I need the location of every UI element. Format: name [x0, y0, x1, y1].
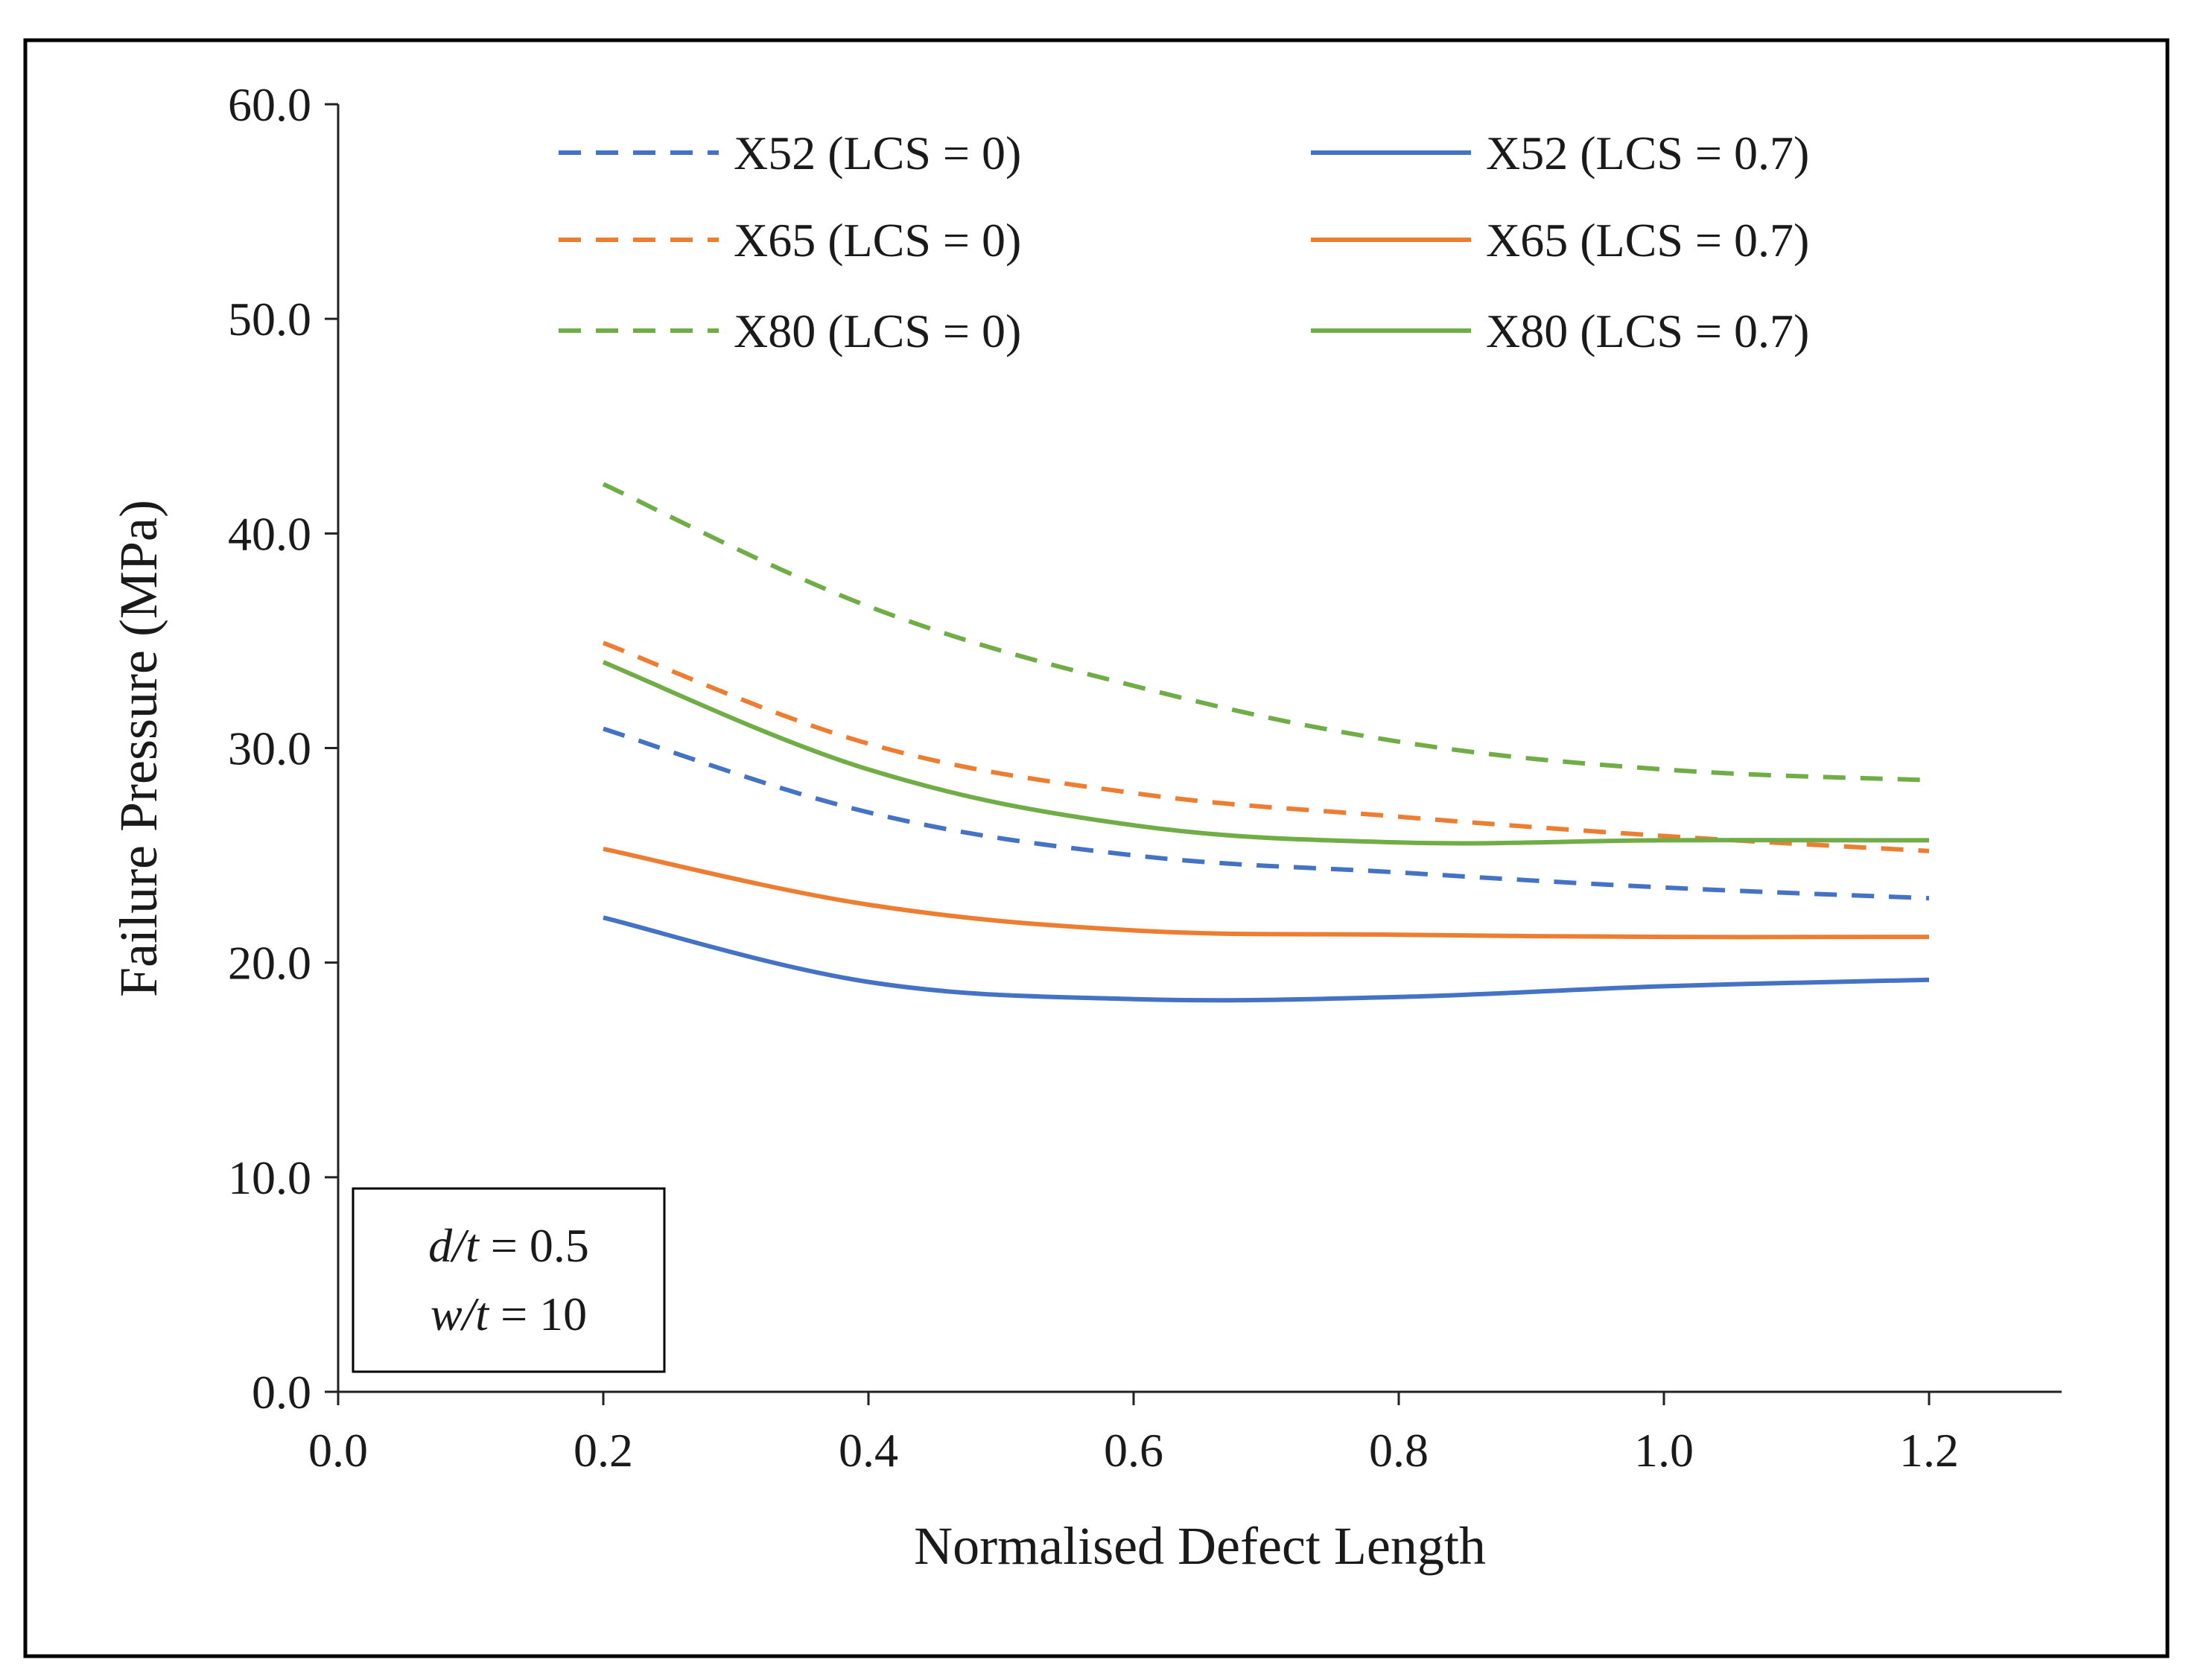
series-layer: [602, 482, 1930, 1003]
series-line-x52-lcs-0: [603, 726, 1930, 901]
x-tick-label: 0.6: [1104, 1424, 1163, 1477]
x-axis-title: Normalised Defect Length: [914, 1516, 1486, 1576]
annotation-line-wt: w/t = 10: [431, 1288, 587, 1340]
y-tick-label: 0.0: [252, 1366, 311, 1419]
annotation-box: d/t = 0.5 w/t = 10: [352, 1187, 666, 1373]
x-tick-label: 0.0: [308, 1424, 368, 1477]
legend-label-x80-lcs-0: X80 (LCS = 0): [734, 305, 1021, 357]
y-axis-title: Failure Pressure (MPa): [109, 500, 168, 997]
y-tick-label: 20.0: [228, 937, 311, 990]
chart-frame: [23, 38, 2170, 1658]
series-line-x80-lcs-0: [602, 482, 1930, 783]
legend-label-x65-lcs-0-7: X65 (LCS = 0.7): [1486, 214, 1809, 267]
annotation-line-dt: d/t = 0.5: [428, 1219, 589, 1272]
legend-label-x80-lcs-0-7: X80 (LCS = 0.7): [1486, 305, 1809, 357]
x-tick-label: 1.0: [1634, 1424, 1694, 1477]
y-tick-label: 30.0: [228, 722, 311, 775]
y-tick-label: 10.0: [228, 1151, 311, 1204]
annotation-wt-var: w/t: [431, 1288, 490, 1340]
annotation-frame: [352, 1187, 666, 1373]
series-line-x52-lcs-0-7: [603, 915, 1930, 1003]
x-tick-label: 0.8: [1369, 1424, 1429, 1477]
series-line-x65-lcs-0-7: [603, 846, 1930, 940]
legend-label-x65-lcs-0: X65 (LCS = 0): [734, 214, 1021, 267]
x-tick-label: 0.2: [574, 1424, 633, 1477]
annotation-dt-value: = 0.5: [479, 1219, 589, 1272]
y-tick-label: 40.0: [228, 507, 311, 560]
y-ticks: 0.0 10.0 20.0 30.0 40.0 50.0 60.0: [228, 78, 338, 1419]
x-tick-label: 0.4: [839, 1424, 898, 1477]
legend-label-x52-lcs-0-7: X52 (LCS = 0.7): [1486, 127, 1809, 179]
x-tick-label: 1.2: [1899, 1424, 1959, 1477]
annotation-wt-value: = 10: [489, 1288, 587, 1340]
annotation-dt-var: d/t: [428, 1219, 480, 1272]
legend: X52 (LCS = 0) X65 (LCS = 0) X80 (LCS = 0) X…: [559, 127, 1809, 357]
y-tick-label: 50.0: [228, 293, 311, 346]
y-tick-label: 60.0: [228, 78, 311, 131]
series-line-x80-lcs-0-7: [602, 660, 1930, 846]
x-ticks: 0.0 0.2 0.4 0.6 0.8 1.0 1.2: [308, 1392, 1959, 1477]
legend-label-x52-lcs-0: X52 (LCS = 0): [734, 127, 1021, 179]
